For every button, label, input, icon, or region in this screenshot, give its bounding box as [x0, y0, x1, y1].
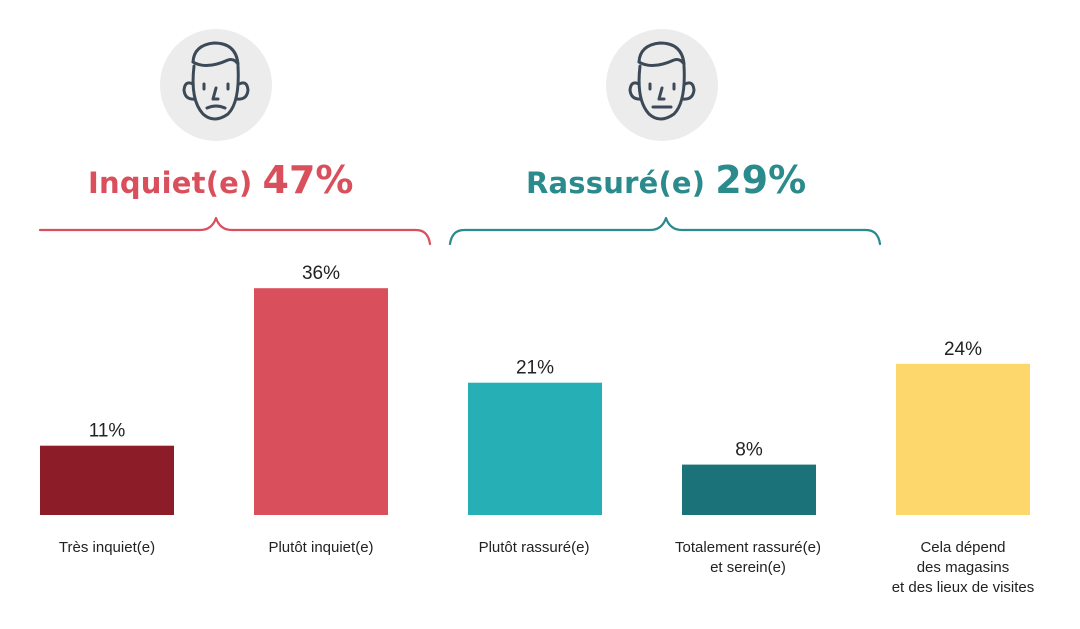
- bar-1: [40, 445, 174, 515]
- bar-value-label-5: 24%: [944, 339, 982, 360]
- worried-group-name: Inquiet(e): [88, 166, 253, 200]
- bar-value-label-2: 36%: [302, 263, 340, 284]
- worried-group-percent: 47%: [262, 158, 354, 202]
- bar-value-label-4: 8%: [735, 440, 763, 461]
- category-label-plutot-rassure: Plutôt rassuré(e): [478, 539, 590, 556]
- category-label-tres-inquiet: Très inquiet(e): [58, 539, 156, 556]
- category-label-plutot-inquiet: Plutôt inquiet(e): [268, 539, 374, 556]
- category-label-totalement-rassure: Totalement rassuré(e) et serein(e): [675, 539, 821, 576]
- reassured-group-name: Rassuré(e): [526, 166, 706, 200]
- category-label-cela-depend: Cela dépend des magasins et des lieux de…: [891, 539, 1035, 596]
- reassured-group-percent: 29%: [715, 158, 807, 202]
- neutral-face-icon: [606, 29, 718, 141]
- worried-group-brace: [38, 216, 432, 246]
- worried-face-icon: [160, 29, 272, 141]
- reassured-group-brace: [448, 216, 882, 246]
- bar-value-label-3: 21%: [516, 358, 554, 379]
- bar-4: [682, 464, 816, 515]
- worried-group-label: Inquiet(e) 47%: [88, 158, 353, 208]
- bar-3: [468, 382, 602, 515]
- bar-value-label-1: 11%: [89, 421, 126, 442]
- reassured-group-label: Rassuré(e) 29%: [526, 158, 806, 208]
- bar-2: [254, 288, 388, 515]
- bar-5: [896, 363, 1030, 515]
